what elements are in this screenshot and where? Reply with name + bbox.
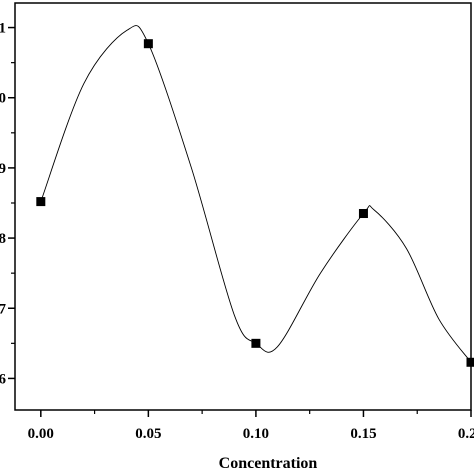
x-tick-label: 0.10 bbox=[243, 426, 269, 442]
data-point bbox=[36, 197, 46, 207]
y-tick-label: 7 bbox=[0, 301, 7, 317]
y-tick-label: 0 bbox=[0, 91, 6, 107]
x-tick-label: 0.15 bbox=[350, 426, 376, 442]
y-tick-label: 6 bbox=[0, 371, 7, 387]
y-tick-label: 9 bbox=[0, 161, 6, 177]
data-point bbox=[143, 39, 153, 49]
y-tick-label: 1 bbox=[0, 21, 6, 37]
plot-frame bbox=[14, 2, 472, 411]
x-tick-label: 0.05 bbox=[135, 426, 161, 442]
data-point bbox=[251, 338, 261, 348]
fit-curve bbox=[40, 25, 472, 363]
plot-area: 0.00 0.05 0.10 0.15 0.20 6 7 8 9 0 1 bbox=[0, 2, 474, 442]
x-tick-label: 0.20 bbox=[458, 426, 474, 442]
x-tick-label: 0.00 bbox=[28, 426, 54, 442]
data-point bbox=[466, 357, 474, 367]
x-axis-title: Concentration bbox=[219, 455, 318, 472]
y-tick-label: 8 bbox=[0, 231, 6, 247]
data-point bbox=[358, 209, 368, 219]
